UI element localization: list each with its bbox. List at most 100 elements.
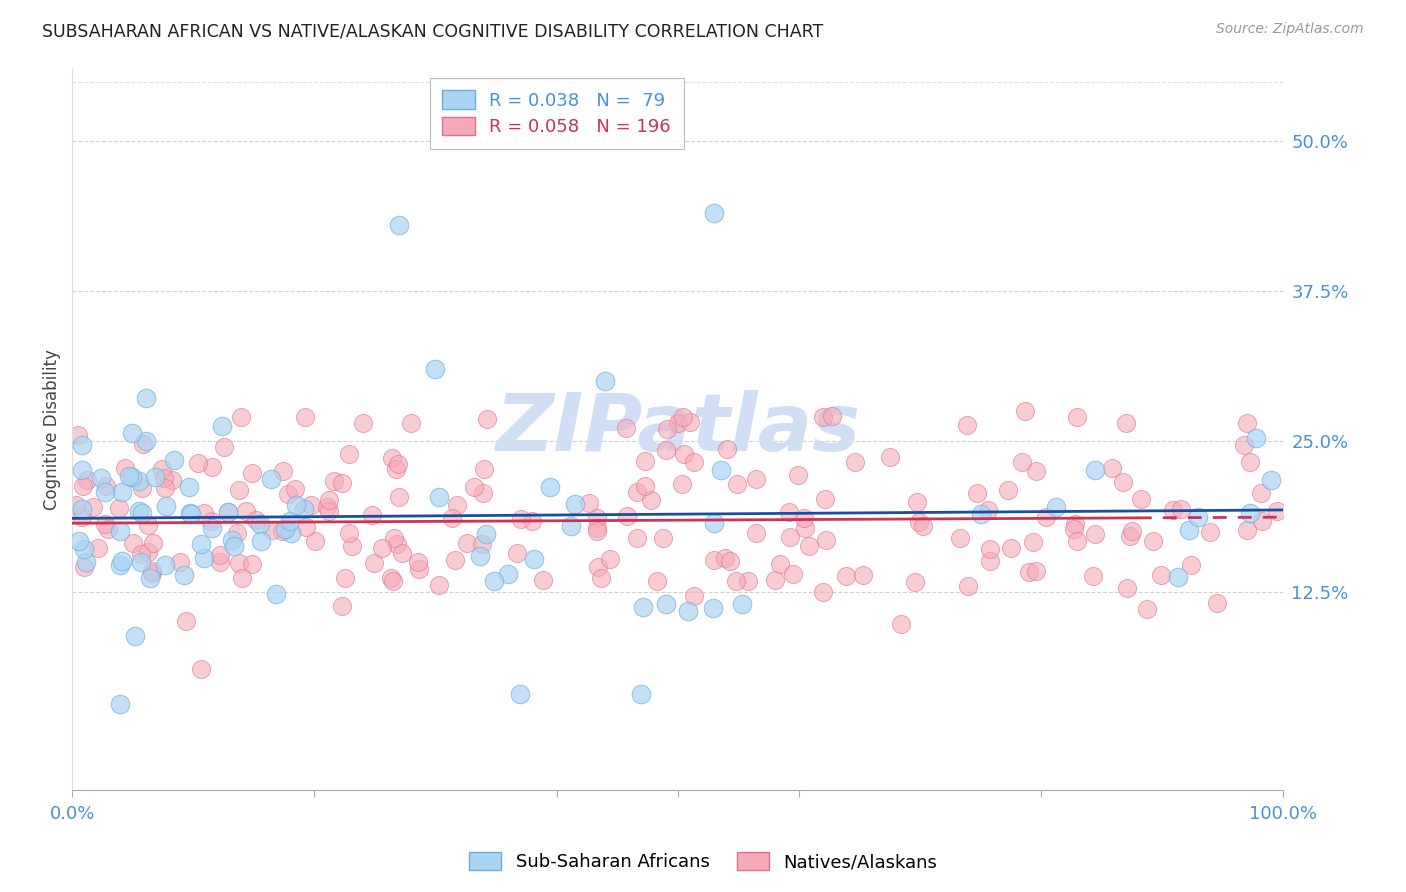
- Point: [835, 568, 858, 582]
- Point: [90, 470, 112, 484]
- Point: [482, 574, 505, 588]
- Point: [655, 422, 678, 436]
- Point: [150, 462, 173, 476]
- Point: [96, 479, 118, 493]
- Point: [586, 510, 609, 524]
- Point: [363, 556, 385, 570]
- Point: [907, 515, 929, 529]
- Point: [160, 473, 183, 487]
- Point: [763, 573, 786, 587]
- Point: [793, 511, 815, 525]
- Point: [1063, 516, 1085, 531]
- Point: [224, 539, 246, 553]
- Point: [128, 475, 150, 489]
- Point: [295, 519, 318, 533]
- Point: [702, 600, 724, 615]
- Point: [599, 551, 621, 566]
- Point: [970, 507, 993, 521]
- Point: [1180, 558, 1202, 572]
- Point: [456, 536, 478, 550]
- Point: [578, 496, 600, 510]
- Point: [299, 498, 322, 512]
- Point: [744, 472, 766, 486]
- Point: [67, 428, 90, 442]
- Point: [443, 553, 465, 567]
- Text: Source: ZipAtlas.com: Source: ZipAtlas.com: [1216, 22, 1364, 37]
- Point: [647, 574, 669, 589]
- Point: [1239, 506, 1261, 520]
- Point: [108, 698, 131, 712]
- Point: [330, 476, 353, 491]
- Point: [1136, 601, 1159, 615]
- Point: [1025, 464, 1047, 478]
- Point: [725, 574, 748, 588]
- Point: [425, 362, 447, 376]
- Point: [70, 463, 93, 477]
- Point: [474, 461, 496, 475]
- Point: [108, 501, 131, 516]
- Point: [538, 480, 561, 494]
- Point: [381, 574, 404, 589]
- Point: [475, 527, 498, 541]
- Point: [131, 481, 153, 495]
- Point: [1066, 410, 1088, 425]
- Point: [949, 531, 972, 545]
- Point: [468, 549, 491, 563]
- Point: [725, 477, 748, 491]
- Point: [510, 512, 533, 526]
- Point: [814, 533, 837, 548]
- Point: [586, 521, 609, 535]
- Point: [136, 545, 159, 559]
- Point: [786, 468, 808, 483]
- Point: [285, 498, 308, 512]
- Point: [446, 498, 468, 512]
- Point: [352, 417, 374, 431]
- Point: [666, 417, 689, 431]
- Point: [114, 461, 136, 475]
- Point: [134, 391, 156, 405]
- Point: [912, 519, 935, 533]
- Point: [217, 505, 239, 519]
- Point: [280, 525, 302, 540]
- Point: [193, 550, 215, 565]
- Point: [70, 438, 93, 452]
- Point: [323, 474, 346, 488]
- Point: [718, 554, 741, 568]
- Point: [956, 417, 979, 432]
- Point: [731, 598, 754, 612]
- Point: [337, 447, 360, 461]
- Point: [65, 499, 87, 513]
- Point: [278, 514, 301, 528]
- Point: [676, 604, 699, 618]
- Point: [330, 599, 353, 613]
- Point: [262, 523, 284, 537]
- Point: [143, 469, 166, 483]
- Point: [190, 537, 212, 551]
- Point: [506, 546, 529, 560]
- Point: [797, 539, 820, 553]
- Point: [201, 459, 224, 474]
- Point: [132, 437, 155, 451]
- Point: [163, 453, 186, 467]
- Point: [75, 555, 97, 569]
- Point: [135, 434, 157, 449]
- Y-axis label: Cognitive Disability: Cognitive Disability: [44, 349, 60, 510]
- Point: [522, 552, 544, 566]
- Point: [225, 526, 247, 541]
- Point: [640, 492, 662, 507]
- Point: [73, 542, 96, 557]
- Point: [634, 478, 657, 492]
- Point: [190, 662, 212, 676]
- Point: [128, 504, 150, 518]
- Point: [245, 513, 267, 527]
- Point: [905, 495, 928, 509]
- Point: [153, 558, 176, 572]
- Point: [292, 501, 315, 516]
- Point: [110, 558, 132, 573]
- Point: [1066, 533, 1088, 548]
- Point: [616, 509, 638, 524]
- Point: [221, 533, 243, 547]
- Point: [406, 555, 429, 569]
- Point: [131, 547, 153, 561]
- Point: [979, 542, 1001, 557]
